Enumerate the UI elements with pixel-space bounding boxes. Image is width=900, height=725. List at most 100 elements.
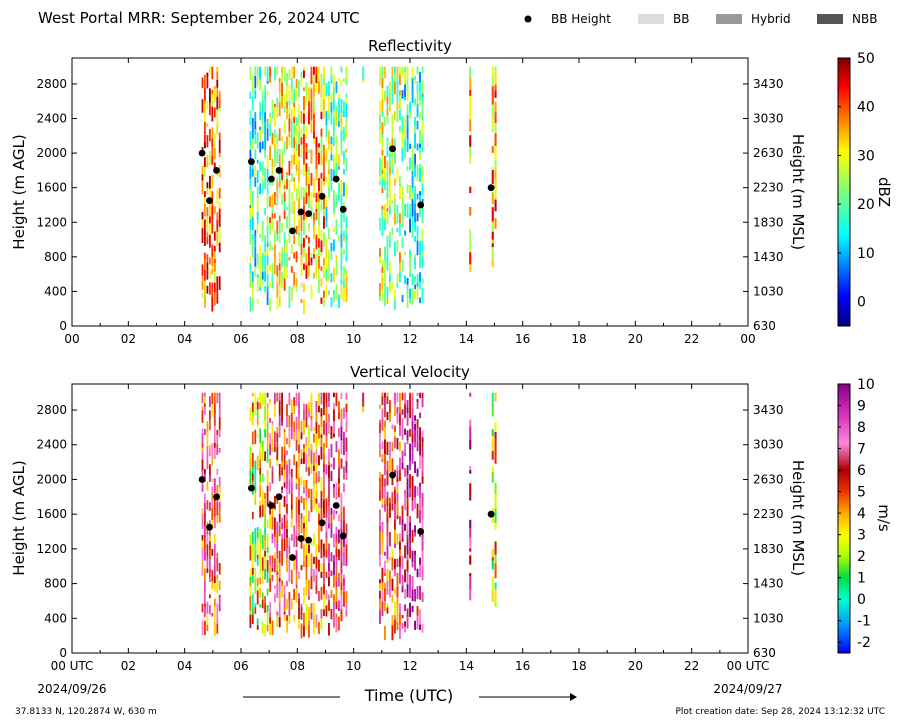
echo-cell — [313, 138, 315, 144]
echo-cell — [328, 492, 330, 503]
echo-cell — [323, 392, 325, 399]
echo-cell — [404, 72, 406, 85]
echo-cell — [218, 392, 221, 397]
echo-cell — [325, 137, 328, 142]
echo-cell — [305, 147, 308, 152]
echo-cell — [206, 101, 209, 110]
echo-cell — [494, 600, 497, 607]
echo-cell — [266, 485, 269, 493]
echo-cell — [379, 591, 381, 599]
echo-cell — [313, 109, 315, 114]
echo-cell — [266, 169, 269, 183]
echo-cell — [274, 143, 276, 150]
echo-cell — [318, 225, 320, 239]
echo-cell — [343, 574, 345, 579]
echo-cell — [271, 158, 274, 167]
echo-cell — [406, 560, 409, 572]
echo-cell — [259, 468, 262, 475]
echo-cell — [469, 146, 472, 156]
echo-cell — [271, 466, 274, 472]
echo-cell — [325, 206, 328, 222]
echo-cell — [313, 254, 315, 259]
echo-cell — [315, 74, 318, 84]
echo-cell — [213, 583, 216, 592]
echo-cell — [491, 74, 494, 87]
echo-cell — [261, 183, 264, 194]
echo-cell — [345, 609, 348, 617]
echo-cell — [308, 607, 310, 622]
echo-cell — [303, 447, 305, 453]
y2-tick-label: 1030 — [753, 284, 784, 298]
echo-cell — [274, 259, 276, 275]
echo-cell — [318, 545, 320, 553]
echo-cell — [298, 490, 300, 500]
echo-cell — [315, 590, 318, 594]
colorbar-tick-label: -2 — [857, 635, 871, 651]
echo-cell — [211, 404, 214, 418]
echo-cell — [288, 600, 291, 616]
echo-cell — [399, 406, 401, 414]
echo-cell — [269, 76, 271, 83]
echo-cell — [213, 282, 216, 293]
echo-cell — [201, 508, 204, 514]
echo-cell — [271, 218, 274, 231]
echo-cell — [249, 545, 252, 561]
echo-cell — [264, 271, 266, 282]
echo-cell — [288, 101, 291, 105]
echo-cell — [328, 464, 330, 479]
echo-cell — [313, 465, 315, 472]
echo-cell — [293, 102, 296, 107]
echo-cell — [401, 450, 404, 463]
echo-cell — [328, 228, 330, 240]
echo-cell — [469, 573, 472, 577]
echo-cell — [283, 105, 286, 113]
echo-cell — [379, 554, 381, 562]
bb-height-marker — [305, 536, 312, 544]
echo-cell — [216, 212, 219, 220]
echo-cell — [278, 186, 281, 195]
echo-cell — [283, 201, 286, 211]
echo-cell — [396, 533, 399, 545]
echo-cell — [386, 470, 389, 486]
echo-cell — [318, 513, 320, 525]
echo-cell — [254, 460, 257, 471]
echo-cell — [298, 400, 300, 415]
echo-cell — [338, 294, 340, 308]
echo-cell — [266, 215, 269, 221]
echo-cell — [391, 125, 394, 139]
echo-cell — [206, 216, 209, 228]
echo-cell — [384, 551, 386, 556]
echo-cell — [330, 102, 333, 113]
echo-cell — [379, 598, 381, 611]
echo-cell — [251, 86, 254, 93]
echo-cell — [276, 543, 279, 559]
echo-cell — [271, 502, 274, 517]
echo-cell — [286, 175, 288, 180]
echo-cell — [414, 133, 416, 149]
echo-cell — [290, 469, 293, 478]
echo-cell — [269, 555, 271, 566]
echo-cell — [335, 557, 338, 567]
echo-cell — [286, 620, 288, 633]
echo-cell — [343, 249, 345, 255]
echo-cell — [300, 564, 303, 571]
echo-cell — [414, 256, 416, 270]
echo-cell — [320, 128, 323, 137]
echo-cell — [254, 408, 257, 416]
echo-cell — [386, 522, 389, 537]
echo-cell — [288, 137, 291, 147]
echo-cell — [379, 419, 381, 423]
echo-cell — [335, 601, 338, 609]
echo-cell — [310, 66, 313, 71]
echo-cell — [305, 505, 308, 520]
echo-cell — [256, 585, 259, 591]
echo-cell — [335, 566, 338, 582]
legend-bb-label: BB — [673, 12, 689, 26]
echo-cell — [213, 447, 216, 459]
echo-cell — [343, 111, 345, 117]
echo-cell — [218, 447, 221, 453]
echo-cell — [340, 194, 343, 209]
echo-cell — [414, 555, 416, 571]
echo-cell — [259, 260, 262, 276]
echo-cell — [381, 266, 384, 274]
